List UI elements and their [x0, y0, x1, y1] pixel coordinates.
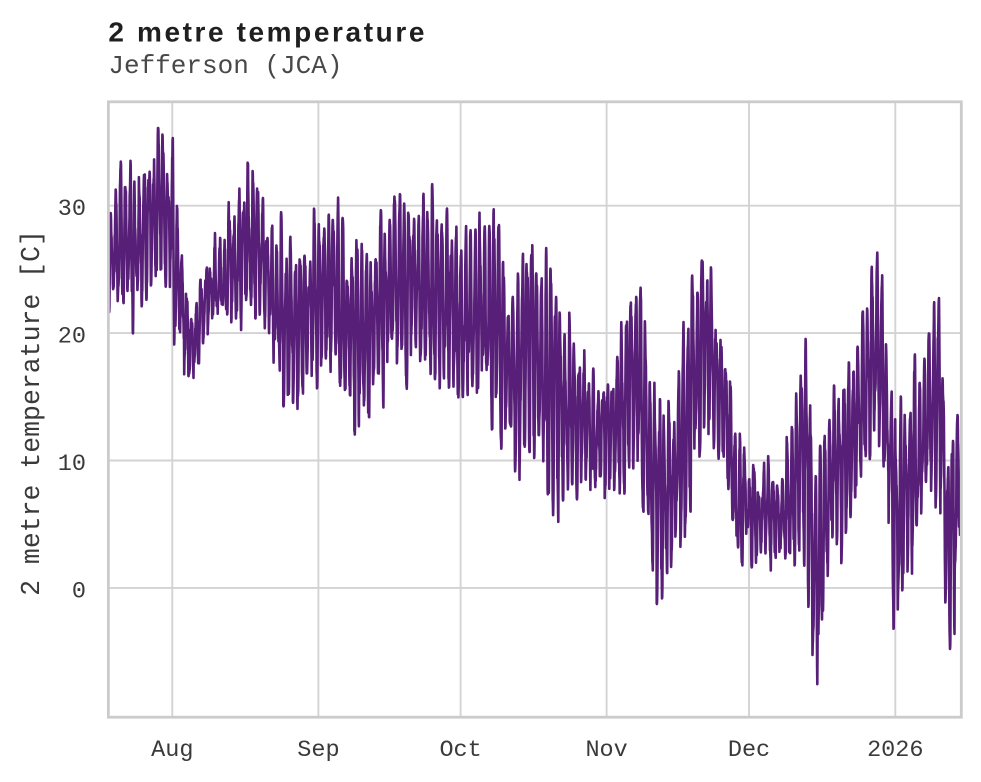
svg-text:Jefferson (JCA): Jefferson (JCA)	[108, 51, 342, 81]
svg-text:2 metre temperature: 2 metre temperature	[108, 16, 427, 47]
svg-text:0: 0	[72, 578, 86, 605]
svg-text:Oct: Oct	[439, 737, 481, 764]
svg-text:Nov: Nov	[585, 737, 627, 764]
svg-text:2026: 2026	[867, 737, 923, 764]
svg-text:20: 20	[58, 324, 86, 351]
svg-text:Sep: Sep	[297, 737, 339, 764]
svg-text:Aug: Aug	[151, 737, 193, 764]
svg-text:2 metre temperature [C]: 2 metre temperature [C]	[17, 230, 47, 596]
svg-text:30: 30	[58, 196, 86, 223]
svg-text:10: 10	[58, 451, 86, 478]
svg-text:Dec: Dec	[728, 737, 770, 764]
